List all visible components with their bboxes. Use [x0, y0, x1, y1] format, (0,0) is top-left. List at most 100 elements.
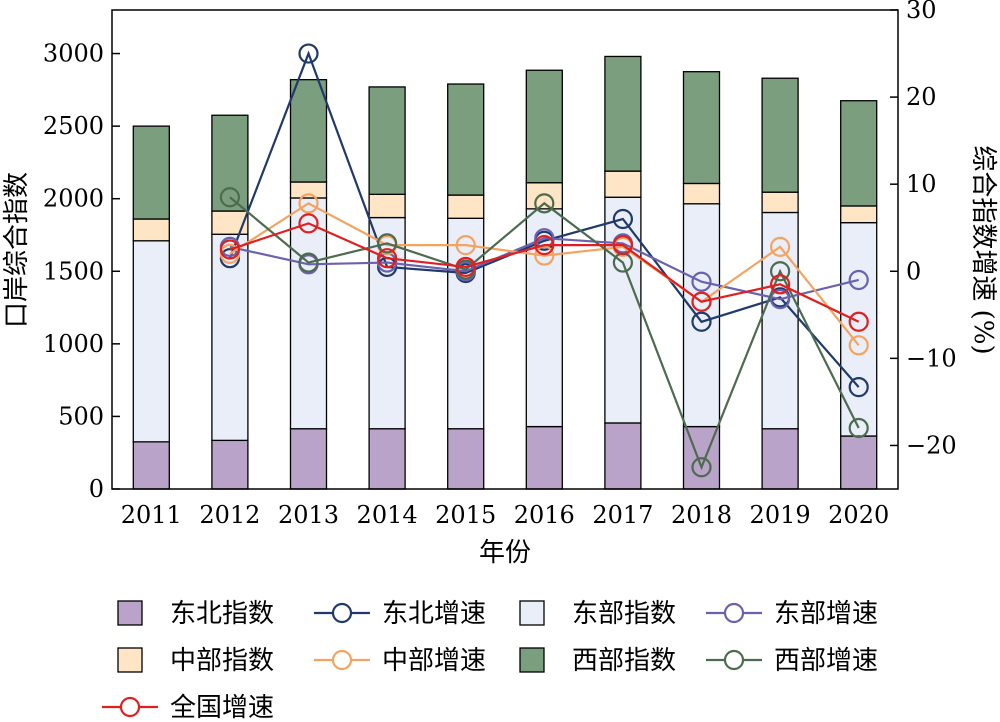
right-tick-label-2: 0	[906, 257, 921, 285]
x-tick-label-2014: 2014	[357, 501, 418, 529]
bar-2017-series-3	[604, 55, 642, 172]
x-tick-label-2020: 2020	[828, 501, 889, 529]
point-series-3-2020	[848, 417, 869, 439]
legend-label-4: 中部指数	[170, 646, 274, 676]
plot-frame	[111, 9, 899, 490]
bar-2015-series-3	[447, 83, 485, 196]
bar-2018-series-1	[682, 203, 721, 428]
point-series-0-2018	[691, 311, 712, 332]
point-series-3-2019	[769, 261, 791, 282]
bar-2016-series-2	[525, 182, 563, 210]
left-axis-title: 口岸综合指数	[2, 172, 32, 328]
point-series-1-2020	[848, 269, 869, 291]
point-series-2-2019	[769, 236, 791, 257]
legend-swatch-6	[519, 647, 545, 673]
bar-2017-series-2	[604, 170, 642, 198]
bar-2018-series-3	[682, 71, 721, 185]
point-series-2-2013	[298, 193, 319, 214]
x-tick-label-2013: 2013	[278, 501, 339, 529]
point-series-4-2020	[848, 311, 869, 332]
bar-2018-series-2	[682, 182, 721, 205]
bar-2020-series-0	[840, 435, 878, 490]
legend-label-8: 全国增速	[170, 693, 274, 722]
bar-2014-series-3	[368, 86, 406, 195]
left-tick-label-2: 1000	[43, 330, 104, 358]
bar-2015-series-1	[447, 217, 485, 430]
bar-2013-series-0	[289, 428, 328, 490]
bar-2019-series-3	[761, 77, 799, 193]
bar-2016-series-3	[525, 69, 563, 184]
right-tick-label-0: −20	[906, 431, 957, 459]
bar-2012-series-3	[211, 114, 249, 212]
legend-marker-1	[331, 602, 353, 624]
point-series-1-2019	[769, 289, 791, 310]
point-series-3-2012	[219, 187, 240, 208]
left-tick-label-6: 3000	[43, 40, 104, 68]
point-series-3-2018	[691, 457, 712, 478]
point-series-0-2013	[298, 43, 319, 64]
x-tick-label-2011: 2011	[121, 501, 182, 529]
line-series-1	[229, 237, 859, 301]
legend-label-3: 东部增速	[774, 599, 878, 629]
bar-2013-series-2	[289, 181, 328, 199]
legend-swatch-0	[117, 600, 143, 626]
point-series-4-2015	[455, 256, 476, 278]
right-tick-label-5: 30	[906, 0, 937, 24]
bar-2013-series-3	[289, 79, 328, 183]
legend-marker-3	[723, 602, 745, 624]
legend-marker-5	[331, 649, 353, 671]
left-axis: 0 500 1000 1500 2000 2500 3000	[43, 40, 120, 503]
bar-2015-series-0	[447, 428, 485, 490]
left-tick-label-4: 2000	[43, 185, 104, 213]
line-series-4	[229, 222, 860, 323]
point-series-3-2014	[377, 233, 398, 254]
line-series-0	[228, 50, 860, 388]
x-tick-label-2017: 2017	[592, 501, 653, 529]
bar-2019-series-1	[761, 211, 799, 430]
bar-2011-series-2	[132, 218, 170, 242]
bar-2015-series-2	[447, 194, 485, 219]
legend-marker-7	[723, 649, 745, 671]
bar-2012-series-1	[211, 233, 249, 442]
point-series-4-2016	[534, 235, 555, 256]
point-series-4-2017	[612, 235, 634, 256]
legend-swatch-4	[117, 647, 143, 673]
left-tick-label-1: 500	[58, 402, 104, 430]
bar-2011-series-1	[132, 240, 170, 443]
right-tick-label-3: 10	[906, 170, 937, 198]
legend-label-0: 东北指数	[170, 599, 274, 629]
line-series-3	[229, 196, 860, 471]
point-series-0-2017	[612, 208, 634, 230]
legend-label-6: 西部指数	[572, 646, 676, 676]
bar-2020-series-2	[840, 205, 878, 224]
legend-swatch-2	[519, 600, 545, 626]
bar-2013-series-1	[289, 197, 328, 430]
bar-layer	[132, 55, 878, 490]
x-axis: 2011 2012 2013 2014 2015 2016 2017 2018 2019 2020	[121, 501, 889, 529]
bar-2020-series-3	[840, 100, 878, 207]
x-tick-label-2015: 2015	[435, 501, 496, 529]
bar-2014-series-2	[368, 193, 406, 219]
bar-2017-series-0	[604, 422, 642, 490]
bar-2012-series-0	[211, 439, 249, 490]
legend-label-5: 中部增速	[382, 646, 486, 676]
bar-2011-series-3	[132, 125, 170, 220]
point-series-1-2018	[691, 271, 712, 292]
point-series-2-2016	[534, 245, 555, 266]
point-series-3-2013	[298, 252, 319, 273]
line-series-2	[229, 202, 860, 346]
point-series-4-2012	[219, 239, 240, 260]
left-tick-label-0: 0	[89, 475, 104, 503]
point-series-2-2020	[848, 335, 869, 356]
legend-label-7: 西部增速	[774, 646, 878, 676]
x-tick-label-2012: 2012	[199, 501, 260, 529]
left-tick-label-3: 1500	[43, 257, 104, 285]
right-axis-title: 综合指数增速 (%)	[968, 145, 998, 354]
right-tick-label-1: −10	[906, 344, 957, 372]
left-tick-label-5: 2500	[43, 112, 104, 140]
x-axis-title: 年份	[479, 538, 531, 568]
right-tick-label-4: 20	[906, 83, 937, 111]
x-tick-label-2019: 2019	[750, 501, 811, 529]
point-series-4-2013	[298, 213, 319, 234]
point-series-0-2020	[848, 377, 869, 398]
